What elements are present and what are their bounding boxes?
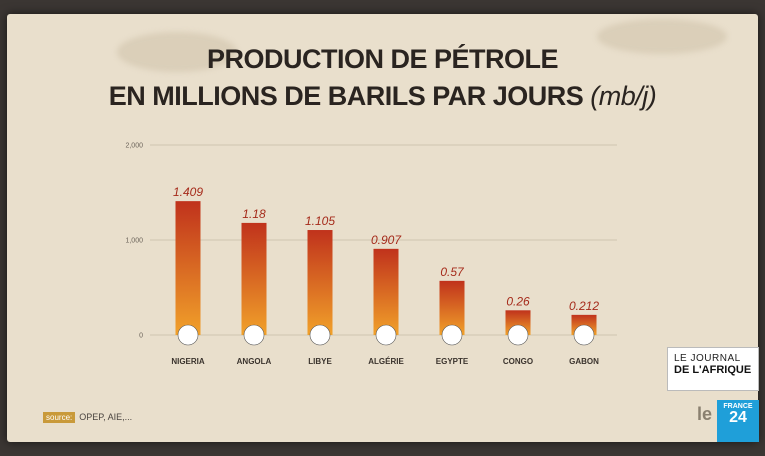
flag-icon: [309, 324, 331, 346]
category-label: GABON: [569, 357, 599, 366]
chart-subtitle: EN MILLIONS DE BARILS PAR JOURS (mb/j): [7, 81, 758, 112]
data-label: 1.105: [305, 214, 335, 228]
flag-icon: [177, 324, 199, 346]
category-label: LIBYE: [308, 357, 332, 366]
journal-logo: LE JOURNAL DE L'AFRIQUE: [667, 347, 759, 391]
flag-icon: [441, 324, 463, 346]
data-label: 0.57: [440, 265, 465, 279]
chart-title: PRODUCTION DE PÉTROLE: [206, 44, 559, 74]
category-label: ALGÉRIE: [368, 357, 404, 366]
journal-line2: DE L'AFRIQUE: [674, 364, 752, 376]
data-label: 1.18: [242, 207, 266, 221]
bar: [373, 248, 399, 335]
unit-label: (mb/j): [590, 81, 657, 111]
source-tag: source:: [43, 412, 76, 423]
flag-icon: [375, 324, 397, 346]
category-label: NIGERIA: [171, 357, 205, 366]
channel-line2: 24: [729, 409, 747, 426]
bar: [175, 201, 201, 335]
france24-logo: FRANCE 24: [717, 400, 759, 442]
data-label: 0.26: [506, 294, 530, 308]
y-tick-label: 0: [139, 333, 143, 340]
bar: [241, 222, 267, 335]
category-label: EGYPTE: [436, 357, 469, 366]
category-label: ANGOLA: [237, 357, 272, 366]
flag-icon: [573, 324, 595, 346]
bar-chart: 0 1,000 2,000 1.409 NIGERIA 1.18 ANGOLA 1.105 LI…: [125, 143, 617, 366]
subtitle-text: EN MILLIONS DE BARILS PAR JOURS: [108, 81, 584, 111]
y-tick-label: 1,000: [125, 238, 143, 245]
chart-screen: PRODUCTION DE PÉTROLE EN MILLIONS DE BAR…: [7, 14, 758, 442]
y-tick-label: 2,000: [125, 143, 143, 150]
category-label: CONGO: [503, 357, 533, 366]
channel-line1: FRANCE: [723, 403, 753, 410]
watermark-logo: le: [697, 404, 713, 424]
flag-icon: [507, 324, 529, 346]
flag-icon: [243, 324, 265, 346]
data-label: 0.907: [371, 233, 402, 247]
journal-line1: LE JOURNAL: [674, 353, 741, 364]
data-label: 0.212: [569, 299, 599, 313]
source-note: source: OPEP, AIE,...: [43, 412, 133, 423]
source-text: OPEP, AIE,...: [79, 412, 133, 422]
data-label: 1.409: [173, 185, 203, 199]
bar: [307, 230, 333, 335]
